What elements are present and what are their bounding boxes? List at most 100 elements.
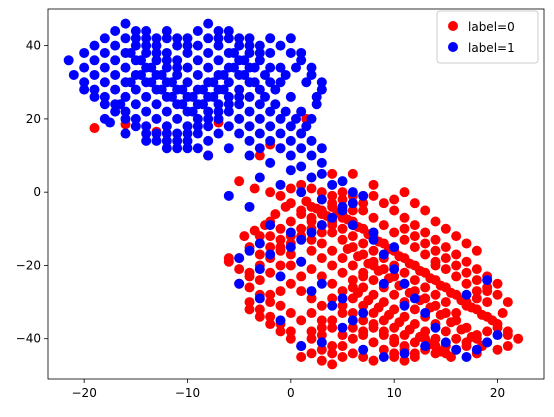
point-s1-269 [440, 337, 451, 348]
point-s1-134 [151, 33, 162, 44]
point-s0-161 [420, 282, 431, 293]
point-s1-244 [270, 84, 281, 95]
point-s1-274 [492, 330, 503, 341]
point-s1-151 [68, 69, 79, 80]
point-s0-97 [327, 341, 338, 352]
point-s0-339 [337, 308, 348, 319]
point-s0-159 [440, 297, 451, 308]
point-s1-272 [471, 344, 482, 355]
point-s0-247 [275, 234, 286, 245]
point-s0-156 [471, 293, 482, 304]
point-s0-250 [306, 293, 317, 304]
point-s0-154 [492, 278, 503, 289]
point-s1-196 [182, 143, 193, 154]
point-s0-168 [347, 231, 358, 242]
point-s1-224 [249, 77, 260, 88]
point-s0-201 [337, 300, 348, 311]
point-s0-75 [275, 223, 286, 234]
point-s0-225 [420, 249, 431, 260]
point-s1-255 [296, 234, 307, 245]
point-s0-132 [347, 275, 358, 286]
point-s0-19 [337, 187, 348, 198]
legend-label-label0: label=0 [468, 20, 515, 34]
point-s0-335 [430, 245, 441, 256]
point-s1-83 [306, 62, 317, 73]
point-s1-160 [244, 40, 255, 51]
point-s0-51 [502, 341, 513, 352]
point-s1-148 [151, 128, 162, 139]
point-s0-222 [451, 271, 462, 282]
point-s0-206 [389, 337, 400, 348]
point-s1-139 [203, 47, 214, 58]
point-s1-84 [316, 77, 327, 88]
point-s1-279 [275, 315, 286, 326]
point-s0-76 [265, 231, 276, 242]
point-s1-118 [172, 62, 183, 73]
point-s0-249 [296, 286, 307, 297]
point-s0-197 [296, 315, 307, 326]
point-s0-328 [440, 223, 451, 234]
point-s1-48 [110, 84, 121, 95]
point-s1-131 [306, 135, 317, 146]
point-s1-286 [420, 341, 431, 352]
point-s0-200 [327, 293, 338, 304]
point-s1-56 [192, 143, 203, 154]
point-s1-98 [244, 47, 255, 58]
point-s1-57 [203, 135, 214, 146]
point-s0-294 [435, 280, 446, 291]
point-s1-0 [63, 55, 74, 66]
point-s1-241 [239, 55, 250, 66]
point-s0-233 [337, 194, 348, 205]
point-s1-163 [275, 77, 286, 88]
point-s0-17 [316, 187, 327, 198]
point-s1-207 [296, 187, 307, 198]
point-s1-7 [141, 33, 152, 44]
point-s0-334 [420, 238, 431, 249]
point-s1-129 [285, 121, 296, 132]
point-s0-11 [249, 183, 260, 194]
point-s1-223 [239, 69, 250, 80]
point-s0-112 [368, 275, 379, 286]
point-s1-113 [244, 33, 255, 44]
point-s1-186 [130, 121, 141, 132]
point-s0-105 [296, 271, 307, 282]
point-s1-25 [79, 62, 90, 73]
point-s0-136 [306, 234, 317, 245]
point-s1-165 [296, 106, 307, 117]
point-s0-108 [327, 245, 338, 256]
point-s1-23 [306, 150, 317, 161]
point-s1-270 [451, 344, 462, 355]
point-s1-273 [482, 337, 493, 348]
point-s1-164 [285, 91, 296, 102]
point-s1-283 [358, 344, 369, 355]
point-s1-262 [368, 227, 379, 238]
point-s0-323 [389, 194, 400, 205]
point-s1-86 [120, 62, 131, 73]
point-s1-40 [234, 113, 245, 124]
point-s0-256 [368, 337, 379, 348]
point-s1-214 [146, 62, 157, 73]
point-s0-203 [358, 315, 369, 326]
point-s0-158 [451, 308, 462, 319]
point-s1-109 [203, 62, 214, 73]
point-s1-85 [110, 55, 121, 66]
point-s0-151 [461, 256, 472, 267]
legend-marker-label1 [448, 42, 458, 52]
point-s0-119 [440, 326, 451, 337]
point-s1-242 [249, 62, 260, 73]
point-s0-255 [358, 330, 369, 341]
point-s1-225 [260, 91, 270, 102]
point-s1-27 [99, 47, 110, 58]
point-s0-196 [316, 344, 327, 355]
point-s0-52 [513, 333, 524, 344]
point-s1-235 [177, 99, 188, 110]
x-axis: −20 −10 0 10 20 [72, 379, 505, 400]
y-tick-label-2: 0 [33, 185, 41, 199]
point-s0-258 [389, 348, 400, 359]
point-s0-185 [327, 348, 338, 359]
point-s1-153 [172, 40, 183, 51]
point-s1-24 [316, 157, 327, 168]
point-s1-46 [89, 69, 100, 80]
point-s1-67 [141, 91, 152, 102]
